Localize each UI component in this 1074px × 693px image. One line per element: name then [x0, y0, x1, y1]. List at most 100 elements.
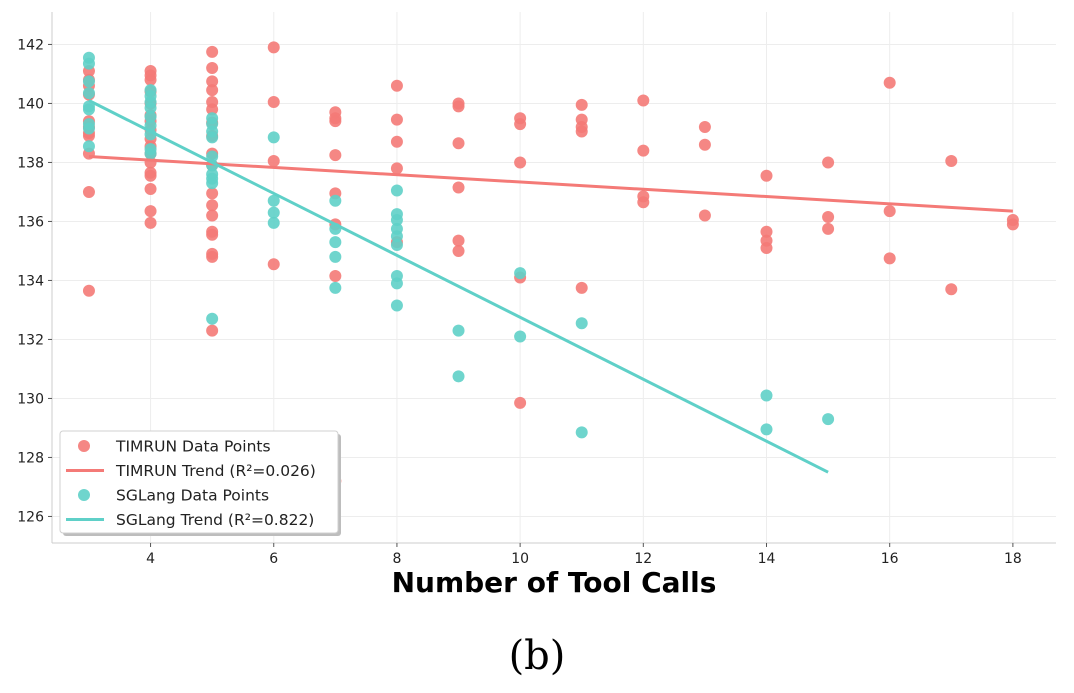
y-tick-label: 140 [17, 96, 44, 112]
timrun-data-point [206, 199, 219, 212]
sglang-trend-line [88, 99, 829, 474]
timrun-data-point [822, 156, 835, 169]
sglang-data-point [514, 267, 527, 280]
sglang-data-point [452, 370, 465, 383]
x-tick-label: 18 [1004, 551, 1022, 567]
sglang-trend-series [88, 99, 829, 474]
y-tick-label: 142 [17, 37, 44, 53]
timrun-data-point [760, 225, 773, 238]
y-tick-label: 132 [17, 332, 44, 348]
x-axis-label: Number of Tool Calls [392, 566, 717, 599]
timrun-data-point [822, 222, 835, 235]
timrun-data-point [206, 187, 219, 200]
timrun-points-series [82, 41, 1019, 488]
timrun-data-point [329, 270, 342, 283]
timrun-data-point [883, 76, 896, 89]
legend: TIMRUN Data Points TIMRUN Trend (R²=0.026… [59, 430, 341, 536]
timrun-data-point [575, 98, 588, 111]
x-tick-label: 8 [392, 551, 401, 567]
x-tick-label: 12 [634, 551, 652, 567]
timrun-data-point [452, 97, 465, 110]
legend-label: SGLang Data Points [116, 487, 269, 505]
sglang-data-point [760, 423, 773, 436]
axes [51, 12, 1056, 544]
timrun-data-point [144, 166, 157, 179]
figure-caption: (b) [508, 633, 566, 679]
sglang-data-point [329, 281, 342, 294]
sglang-data-point [82, 140, 95, 153]
timrun-data-point [883, 252, 896, 265]
sglang-data-point [82, 87, 95, 100]
sglang-data-point [390, 299, 403, 312]
x-tick-label: 10 [511, 551, 529, 567]
timrun-data-point [206, 75, 219, 88]
timrun-data-point [206, 225, 219, 238]
timrun-data-point [267, 41, 280, 54]
timrun-data-point [329, 106, 342, 119]
x-tick-label: 4 [146, 551, 155, 567]
x-tick-label: 6 [269, 551, 278, 567]
timrun-data-point [267, 258, 280, 271]
grid [52, 12, 1056, 543]
sglang-data-point [206, 112, 219, 125]
timrun-data-point [452, 181, 465, 194]
chart: 4 6 8 10 12 14 16 18 126 128 130 132 134 136 138 140 14… [17, 12, 1056, 599]
legend-label: TIMRUN Trend (R²=0.026) [115, 462, 316, 480]
timrun-legend-marker [78, 440, 90, 452]
timrun-data-point [206, 209, 219, 222]
timrun-data-point [637, 94, 650, 107]
timrun-data-point [267, 95, 280, 108]
timrun-data-point [452, 137, 465, 150]
timrun-data-point [945, 154, 958, 167]
sglang-data-point [267, 194, 280, 207]
timrun-data-point [637, 144, 650, 157]
timrun-data-point [575, 281, 588, 294]
sglang-data-point [575, 426, 588, 439]
sglang-data-point [329, 194, 342, 207]
sglang-data-point [206, 168, 219, 181]
timrun-data-point [144, 205, 157, 218]
sglang-points-series [82, 51, 835, 439]
timrun-data-point [206, 95, 219, 108]
timrun-trend-line [88, 155, 1013, 213]
legend-items: TIMRUN Data Points TIMRUN Trend (R²=0.026… [66, 438, 316, 529]
legend-label: TIMRUN Data Points [115, 438, 271, 456]
sglang-data-point [575, 317, 588, 330]
sglang-data-point [144, 110, 157, 123]
sglang-data-point [390, 208, 403, 221]
y-tick-label: 138 [17, 155, 44, 171]
timrun-data-point [267, 154, 280, 167]
timrun-data-point [390, 113, 403, 126]
legend-box [59, 430, 339, 534]
y-tick-label: 136 [17, 214, 44, 230]
timrun-data-point [206, 62, 219, 75]
timrun-data-point [390, 162, 403, 175]
sglang-data-point [144, 84, 157, 97]
x-tick-label: 16 [881, 551, 899, 567]
timrun-trend-series [88, 155, 1013, 213]
y-tick-label: 134 [17, 273, 44, 289]
timrun-data-point [1006, 213, 1019, 226]
legend-label: SGLang Trend (R²=0.822) [116, 511, 314, 529]
timrun-data-point [945, 283, 958, 296]
sglang-data-point [82, 51, 95, 64]
sglang-legend-marker [78, 489, 90, 501]
timrun-data-point [144, 65, 157, 77]
timrun-data-point [390, 135, 403, 148]
timrun-data-point [698, 121, 711, 134]
timrun-data-point [82, 284, 95, 297]
sglang-data-point [267, 216, 280, 229]
sglang-data-point [329, 250, 342, 263]
sglang-data-point [822, 413, 835, 426]
timrun-data-point [822, 211, 835, 224]
timrun-data-point [82, 185, 95, 198]
sglang-data-point [329, 236, 342, 249]
sglang-data-point [390, 184, 403, 197]
sglang-data-point [390, 270, 403, 283]
timrun-data-point [514, 156, 527, 169]
y-tick-label: 128 [17, 450, 44, 466]
timrun-data-point [390, 79, 403, 92]
timrun-data-point [144, 216, 157, 229]
timrun-data-point [514, 112, 527, 125]
timrun-data-point [144, 183, 157, 195]
